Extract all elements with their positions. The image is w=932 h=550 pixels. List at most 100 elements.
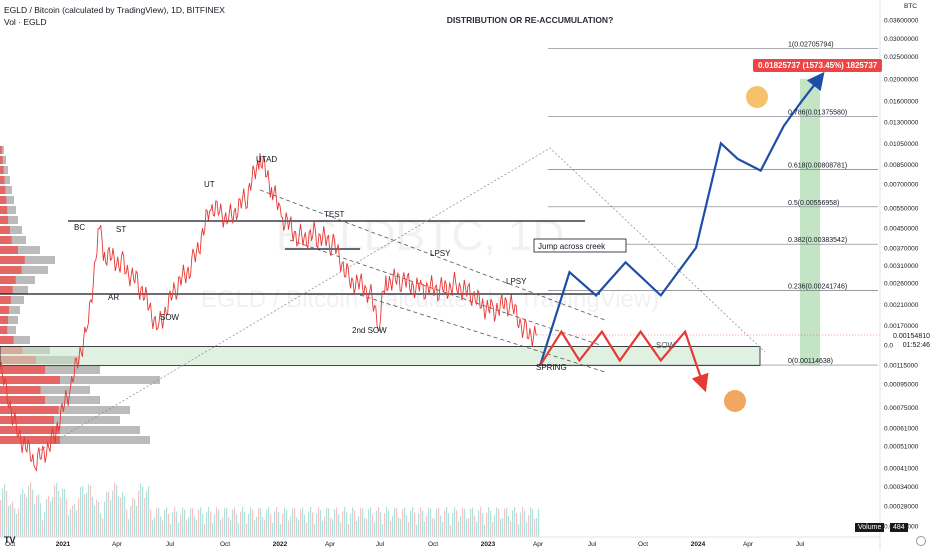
volume-bar bbox=[522, 507, 524, 537]
volume-bar bbox=[370, 507, 372, 537]
volume-profile-bar-buy bbox=[0, 176, 5, 184]
volume-profile-bar bbox=[0, 196, 14, 204]
volume-profile-bar-buy bbox=[0, 316, 9, 324]
volume-bar bbox=[126, 509, 128, 537]
volume-bar bbox=[118, 496, 120, 537]
volume-bar bbox=[242, 507, 244, 537]
volume-bar bbox=[274, 511, 276, 537]
volume-histogram bbox=[0, 482, 540, 537]
volume-bar bbox=[42, 519, 44, 537]
volume-bar bbox=[286, 509, 288, 537]
x-tick-label: Jul bbox=[166, 541, 175, 548]
jump-label-box bbox=[533, 238, 627, 253]
volume-bar bbox=[356, 520, 358, 537]
volume-bar bbox=[292, 508, 294, 537]
volume-bar bbox=[350, 513, 352, 537]
axis-unit-label: BTC bbox=[904, 3, 917, 10]
volume-profile-bar bbox=[0, 316, 18, 324]
volume-profile-bar bbox=[0, 246, 40, 254]
volume-bar bbox=[146, 491, 148, 537]
volume-bar bbox=[224, 508, 226, 537]
volume-bar bbox=[446, 507, 448, 537]
x-tick-label: Apr bbox=[743, 541, 754, 548]
y-tick-label: 0.00260000 bbox=[884, 281, 919, 288]
volume-bar bbox=[76, 510, 78, 537]
volume-bar bbox=[312, 512, 314, 537]
volume-bar bbox=[386, 507, 388, 537]
angry-face-icon bbox=[724, 390, 746, 412]
volume-bar bbox=[218, 509, 220, 537]
settings-gear-icon[interactable] bbox=[916, 536, 926, 546]
volume-bar bbox=[538, 508, 540, 537]
volume-bar bbox=[466, 518, 468, 537]
volume-bar bbox=[200, 507, 202, 537]
volume-bar bbox=[184, 509, 186, 537]
volume-profile-bar-buy bbox=[0, 396, 45, 404]
volume-bar bbox=[280, 523, 282, 537]
x-tick-label: Apr bbox=[325, 541, 336, 548]
volume-profile-bar-buy bbox=[0, 226, 10, 234]
volume-bar bbox=[8, 505, 10, 537]
volume-bar bbox=[240, 511, 242, 537]
volume-profile-bar-buy bbox=[0, 206, 8, 214]
y-tick-label: 0.00700000 bbox=[884, 181, 919, 188]
label-spring: SPRING bbox=[536, 363, 567, 372]
volume-profile-bar bbox=[0, 146, 4, 154]
volume-bar bbox=[326, 507, 328, 537]
volume-bar bbox=[202, 513, 204, 537]
volume-bar bbox=[346, 512, 348, 537]
volume-bar bbox=[72, 505, 74, 537]
volume-bar bbox=[426, 515, 428, 537]
volume-bar bbox=[10, 504, 12, 537]
volume-profile-bar bbox=[0, 366, 100, 374]
volume-bar bbox=[272, 523, 274, 537]
volume-bar bbox=[336, 507, 338, 537]
volume-bar bbox=[266, 509, 268, 537]
volume-bar bbox=[90, 485, 92, 537]
volume-bar bbox=[366, 519, 368, 537]
y-tick-label: 0.01600000 bbox=[884, 99, 919, 106]
label-second-sow: 2nd SOW bbox=[352, 326, 387, 335]
volume-bar bbox=[40, 503, 42, 537]
volume-profile-bar-buy bbox=[0, 216, 9, 224]
label-lpsy-2: LPSY bbox=[506, 277, 527, 286]
volume-bar bbox=[100, 513, 102, 537]
volume-bar bbox=[318, 507, 320, 537]
volume-profile-bar bbox=[0, 336, 30, 344]
volume-bar bbox=[268, 507, 270, 537]
volume-bar bbox=[142, 486, 144, 537]
volume-bar bbox=[420, 507, 422, 537]
y-tick-label: 0.00041000 bbox=[884, 466, 919, 473]
volume-bar bbox=[70, 508, 72, 537]
volume-bar bbox=[360, 507, 362, 537]
tradingview-logo-icon[interactable]: TV bbox=[4, 535, 16, 545]
volume-bar bbox=[464, 508, 466, 537]
volume-bar bbox=[390, 521, 392, 537]
volume-bar bbox=[460, 515, 462, 537]
volume-indicator-label[interactable]: Vol · EGLD bbox=[4, 17, 47, 27]
volume-bar bbox=[288, 520, 290, 537]
y-tick-label: 0.00115000 bbox=[884, 362, 918, 369]
label-jump-across-creek: Jump across creek bbox=[538, 242, 606, 251]
volume-bar bbox=[96, 499, 98, 537]
volume-bar bbox=[316, 513, 318, 537]
volume-bar bbox=[340, 522, 342, 537]
label-bc: BC bbox=[74, 223, 85, 232]
y-tick-label: 0.00034000 bbox=[884, 484, 919, 491]
volume-profile-bar-buy bbox=[0, 246, 18, 254]
y-tick-label: 0.01050000 bbox=[884, 141, 919, 148]
volume-bar bbox=[4, 484, 6, 537]
y-tick-label: 0.00061000 bbox=[884, 426, 919, 433]
volume-bar bbox=[136, 505, 138, 537]
volume-profile-bar bbox=[0, 296, 24, 304]
y-tick-label: 0.03000000 bbox=[884, 36, 919, 43]
volume-bar bbox=[296, 517, 298, 537]
support-zone bbox=[0, 346, 761, 367]
volume-bar bbox=[60, 497, 62, 537]
x-tick-label: Oct bbox=[428, 541, 438, 548]
volume-bar bbox=[462, 507, 464, 537]
volume-bar bbox=[276, 507, 278, 537]
volume-profile-bar bbox=[0, 406, 130, 414]
volume-bar bbox=[502, 518, 504, 537]
volume-bar bbox=[432, 518, 434, 537]
